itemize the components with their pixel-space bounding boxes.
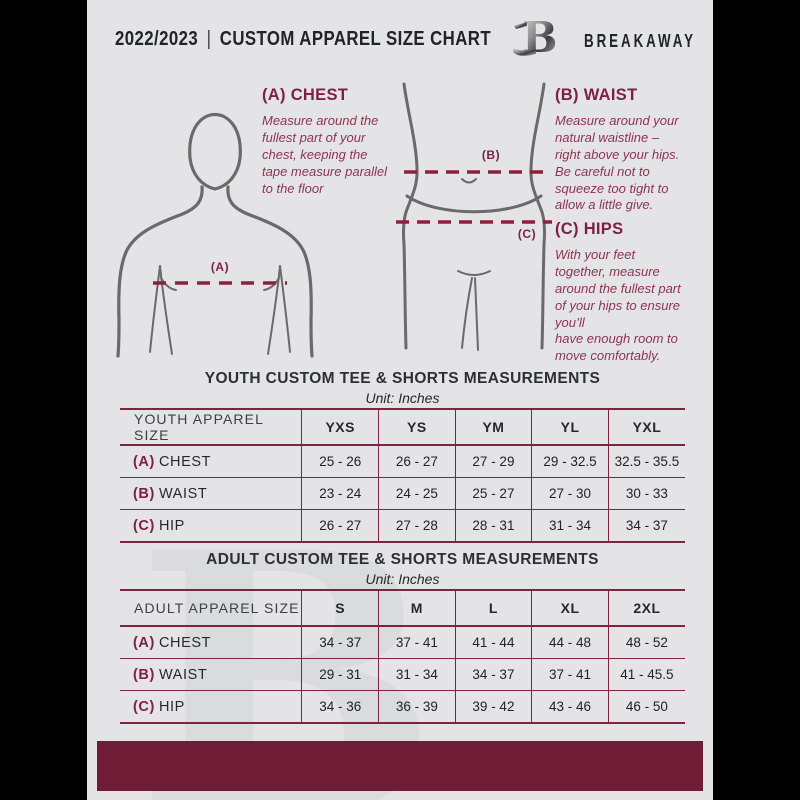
table-row: (A) CHEST 34 - 37 37 - 41 41 - 44 44 - 48… [120, 626, 685, 659]
value-cell: 34 - 37 [301, 626, 379, 659]
value-cell: 37 - 41 [531, 658, 609, 691]
table-row: (B) WAIST 29 - 31 31 - 34 34 - 37 37 - 41… [120, 658, 685, 691]
value-cell: 27 - 29 [454, 445, 532, 478]
row-label-cell: (C) HIP [133, 517, 185, 534]
chest-guide-description: Measure around the fullest part of your … [262, 113, 388, 196]
column-header: YL [531, 409, 609, 445]
row-label-cell: (C) HIP [133, 698, 185, 715]
value-cell: 44 - 48 [531, 626, 609, 659]
value-cell: 31 - 34 [531, 509, 609, 542]
chest-measure-label: (A) [210, 260, 230, 274]
column-header: YXS [301, 409, 379, 445]
hip-measure-label: (C) [517, 227, 537, 241]
value-cell: 28 - 31 [454, 509, 532, 542]
value-cell: 34 - 37 [454, 658, 532, 691]
column-header: XL [531, 590, 609, 626]
value-cell: 25 - 26 [301, 445, 379, 478]
row-label-cell: (A) CHEST [133, 453, 212, 470]
row-label-cell: (A) CHEST [133, 634, 212, 651]
value-cell: 46 - 50 [607, 690, 685, 723]
footer-accent-bar [97, 741, 703, 791]
youth-size-table: YOUTH APPAREL SIZE YXS YS YM YL YXL (A) C… [120, 408, 685, 543]
value-cell: 25 - 27 [454, 477, 532, 510]
value-cell: 31 - 34 [378, 658, 456, 691]
value-cell: 26 - 27 [378, 445, 456, 478]
value-cell: 30 - 33 [607, 477, 685, 510]
value-cell: 41 - 44 [454, 626, 532, 659]
youth-table-header-row: YOUTH APPAREL SIZE YXS YS YM YL YXL [120, 409, 685, 445]
adult-size-header-cell: ADULT APPAREL SIZE [134, 600, 300, 616]
value-cell: 36 - 39 [378, 690, 456, 723]
column-header: S [301, 590, 379, 626]
title-divider: | [206, 28, 212, 50]
column-header: YS [378, 409, 456, 445]
value-cell: 48 - 52 [607, 626, 685, 659]
chest-guide-heading: (A) CHEST [262, 86, 349, 104]
adult-size-table: ADULT APPAREL SIZE S M L XL 2XL (A) CHEST… [120, 589, 685, 724]
column-header: M [378, 590, 456, 626]
breakaway-logo-icon: B [511, 13, 558, 67]
table-row: (A) CHEST 25 - 26 26 - 27 27 - 29 29 - 32… [120, 445, 685, 478]
value-cell: 29 - 31 [301, 658, 379, 691]
brand-name: BREAKAWAY [584, 31, 697, 51]
row-label-cell: (B) WAIST [133, 666, 208, 683]
value-cell: 43 - 46 [531, 690, 609, 723]
value-cell: 26 - 27 [301, 509, 379, 542]
adult-table-header-row: ADULT APPAREL SIZE S M L XL 2XL [120, 590, 685, 626]
value-cell: 27 - 28 [378, 509, 456, 542]
row-label-cell: (B) WAIST [133, 485, 208, 502]
waist-guide-heading: (B) WAIST [555, 86, 638, 104]
waist-guide-description: Measure around your natural waistline – … [555, 113, 680, 213]
page-title: 2022/2023 | CUSTOM APPAREL SIZE CHART [115, 28, 491, 51]
column-header: YXL [607, 409, 685, 445]
chest-guide-section: (A) CHEST Measure around the fullest par… [262, 86, 402, 197]
value-cell: 29 - 32.5 [531, 445, 609, 478]
adult-table-unit: Unit: Inches [365, 571, 440, 587]
column-header: YM [454, 409, 532, 445]
youth-table-title: YOUTH CUSTOM TEE & SHORTS MEASUREMENTS [204, 370, 601, 387]
column-header: L [454, 590, 532, 626]
waist-guide-section: (B) WAIST Measure around your natural wa… [555, 86, 713, 214]
value-cell: 27 - 30 [531, 477, 609, 510]
size-chart-document: B 2022/2023 | CUSTOM APPAREL SIZE CHART B … [87, 0, 713, 800]
value-cell: 34 - 36 [301, 690, 379, 723]
lower-body-figure-illustration [396, 82, 552, 351]
column-header: 2XL [607, 590, 685, 626]
value-cell: 23 - 24 [301, 477, 379, 510]
table-row: (C) HIP 34 - 36 36 - 39 39 - 42 43 - 46 4… [120, 690, 685, 723]
adult-table-title: ADULT CUSTOM TEE & SHORTS MEASUREMENTS [206, 551, 599, 568]
value-cell: 24 - 25 [378, 477, 456, 510]
value-cell: 41 - 45.5 [607, 658, 685, 691]
value-cell: 37 - 41 [378, 626, 456, 659]
table-row: (B) WAIST 23 - 24 24 - 25 25 - 27 27 - 30… [120, 477, 685, 510]
chart-title: CUSTOM APPAREL SIZE CHART [219, 28, 492, 50]
waist-measure-label: (B) [481, 148, 501, 162]
value-cell: 34 - 37 [607, 509, 685, 542]
hips-guide-description: With your feet together, measure around … [555, 247, 681, 364]
table-row: (C) HIP 26 - 27 27 - 28 28 - 31 31 - 34 3… [120, 509, 685, 542]
torso-figure-illustration [116, 112, 314, 358]
value-cell: 39 - 42 [454, 690, 532, 723]
hips-guide-heading: (C) HIPS [555, 220, 624, 238]
youth-table-unit: Unit: Inches [365, 390, 440, 406]
season-label: 2022/2023 [115, 28, 199, 50]
hips-guide-section: (C) HIPS With your feet together, measur… [555, 220, 713, 365]
value-cell: 32.5 - 35.5 [607, 445, 685, 478]
youth-size-header-cell: YOUTH APPAREL SIZE [134, 411, 264, 443]
